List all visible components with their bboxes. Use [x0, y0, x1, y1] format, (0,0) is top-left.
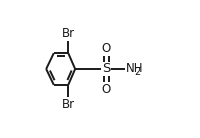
Text: O: O [102, 83, 111, 95]
Text: Br: Br [62, 98, 75, 111]
Text: O: O [102, 43, 111, 55]
Text: 2: 2 [134, 67, 141, 77]
Text: S: S [102, 63, 110, 75]
Text: Br: Br [62, 27, 75, 40]
Text: NH: NH [126, 63, 143, 75]
